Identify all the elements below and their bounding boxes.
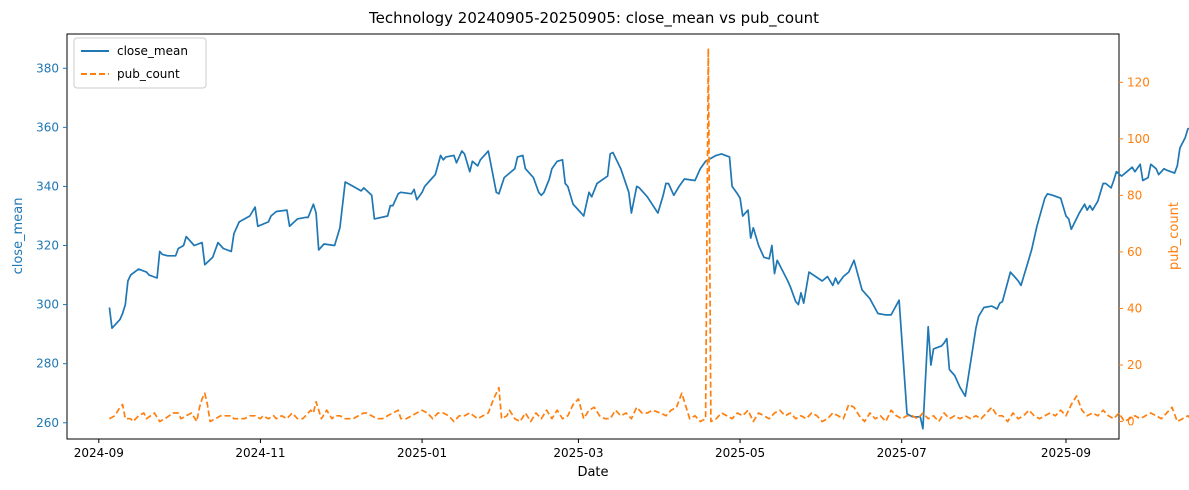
series-line-pub-count [108,47,1189,423]
legend: close_mean pub_count [73,37,207,89]
left-y-tick-label: 280 [36,357,59,371]
right-y-tick-label: 60 [1127,245,1142,259]
right-y-tick-label: 120 [1127,75,1150,89]
right-y-tick-label: 100 [1127,132,1150,146]
right-y-tick-label: 0 [1127,414,1135,428]
right-y-axis: 0 20 40 60 80 100 120 [1119,75,1150,428]
legend-label-close-mean: close_mean [117,44,188,58]
x-tick-label: 2025-07 [877,446,927,460]
right-y-tick-label: 80 [1127,188,1142,202]
series-layer [108,47,1189,430]
x-tick-label: 2025-09 [1041,446,1091,460]
x-tick-label: 2025-03 [553,446,603,460]
plot-frame [66,33,1120,440]
left-y-tick-label: 320 [36,239,59,253]
left-y-tick-label: 260 [36,416,59,430]
x-axis: 2024-09 2024-11 2025-01 2025-03 2025-05 2025-… [74,439,1091,460]
left-y-tick-label: 340 [36,179,59,193]
left-y-tick-label: 380 [36,61,59,75]
series-line-close-mean [108,127,1189,430]
x-tick-label: 2024-11 [235,446,285,460]
x-tick-label: 2024-09 [74,446,124,460]
left-y-tick-label: 360 [36,120,59,134]
x-tick-label: 2025-01 [397,446,447,460]
x-tick-label: 2025-05 [715,446,765,460]
x-axis-label: Date [577,465,608,480]
left-y-axis: 260 280 300 320 340 360 380 [36,61,67,430]
right-y-tick-label: 20 [1127,358,1142,372]
legend-label-pub-count: pub_count [117,67,180,81]
left-y-axis-label: close_mean [11,198,26,275]
right-y-tick-label: 40 [1127,301,1142,315]
chart-title: Technology 20240905-20250905: close_mean… [368,9,819,28]
left-y-tick-label: 300 [36,298,59,312]
right-y-axis-label: pub_count [1167,202,1182,270]
